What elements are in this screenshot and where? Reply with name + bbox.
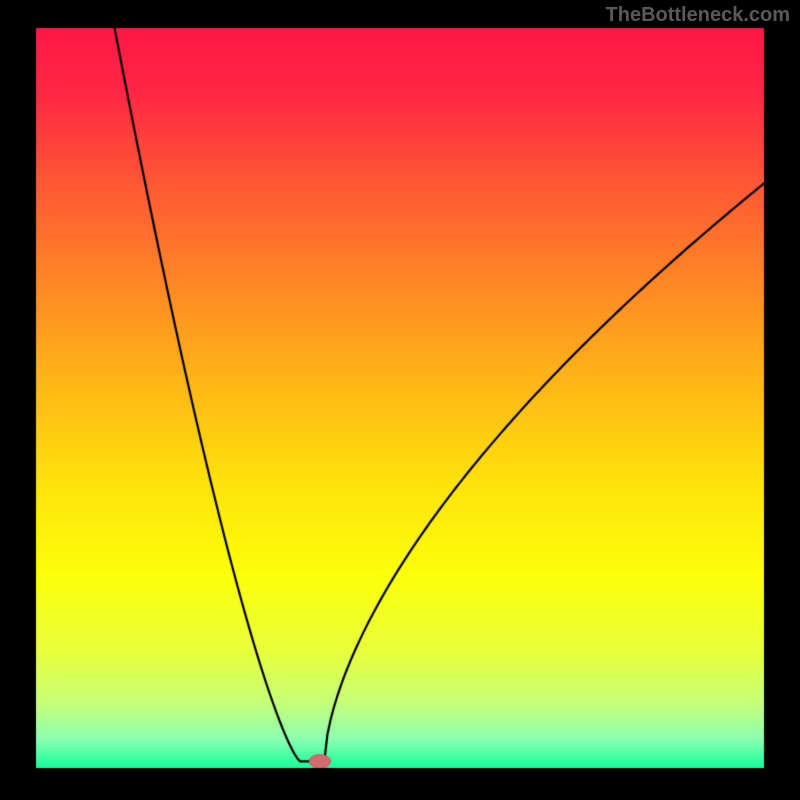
gradient-curve-canvas xyxy=(0,0,800,800)
attribution-label: TheBottleneck.com xyxy=(606,4,790,27)
bottleneck-chart: TheBottleneck.com xyxy=(0,0,800,800)
